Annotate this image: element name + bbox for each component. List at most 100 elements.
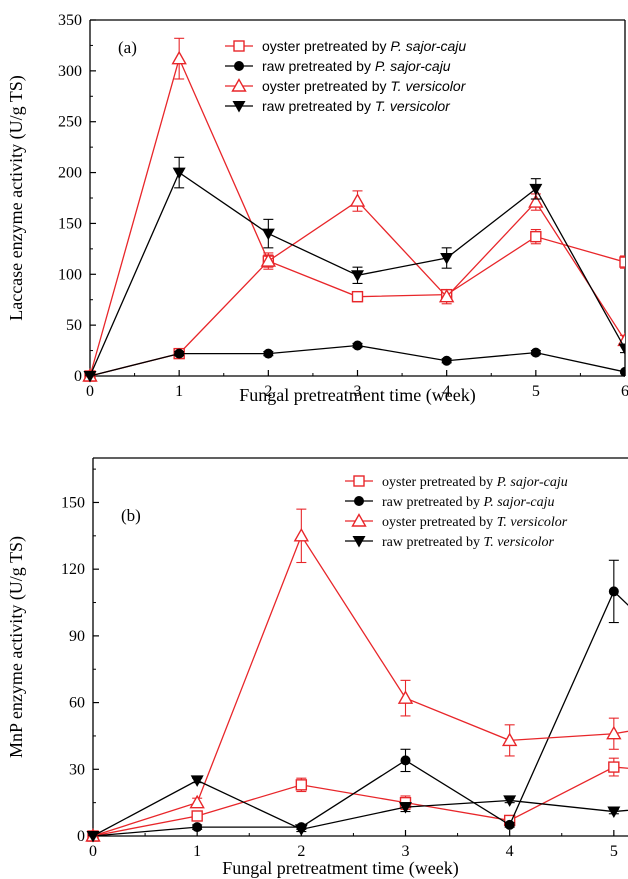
panel-label: (a)	[118, 38, 137, 57]
legend-entry-prefix: oyster pretreated by	[262, 38, 390, 54]
legend-entry-prefix: raw pretreated by	[262, 98, 375, 114]
data-point	[438, 288, 455, 303]
series-0	[87, 757, 628, 842]
data-point	[529, 183, 543, 196]
data-point	[617, 332, 625, 347]
data-point	[263, 348, 274, 359]
data-point	[293, 527, 310, 542]
data-point	[190, 775, 204, 787]
legend-entry-prefix: oyster pretreated by	[262, 78, 390, 94]
legend-entry: oyster pretreated by T. versicolor	[262, 78, 467, 94]
plot-area	[85, 508, 628, 843]
data-point	[606, 725, 622, 740]
x-tick-label: 0	[86, 383, 94, 400]
y-axis-label: Laccase enzyme activity (U/g TS)	[6, 75, 27, 321]
data-point	[83, 371, 97, 383]
data-point	[607, 806, 621, 819]
legend-entry-prefix: raw pretreated by	[382, 535, 483, 550]
series-line	[92, 534, 628, 837]
x-tick-label: 3	[402, 843, 410, 860]
y-tick-label: 250	[58, 114, 82, 131]
legend-entry-species: P. sajor-caju	[482, 495, 554, 510]
data-point	[503, 795, 517, 807]
legend-entry: raw pretreated by T. versicolor	[262, 98, 451, 114]
series-3	[83, 156, 625, 383]
data-point	[441, 355, 452, 366]
legend-marker	[233, 40, 245, 52]
legend-entry-prefix: oyster pretreated by	[382, 515, 497, 530]
legend-entry-species: P. sajor-caju	[496, 475, 568, 490]
series-1	[85, 340, 625, 381]
legend-entry: raw pretreated by T. versicolor	[382, 535, 555, 550]
y-tick-label: 100	[58, 266, 82, 283]
y-tick-label: 0	[74, 368, 82, 385]
y-tick-label: 300	[58, 63, 82, 80]
legend-entry: raw pretreated by P. sajor-caju	[382, 495, 554, 510]
legend-entry: raw pretreated by P. sajor-caju	[262, 58, 451, 74]
x-tick-label: 1	[175, 383, 183, 400]
data-point	[620, 366, 625, 377]
y-tick-label: 150	[58, 215, 82, 232]
legend-marker	[232, 101, 246, 113]
data-point	[400, 755, 411, 766]
y-tick-label: 0	[77, 828, 85, 845]
data-point	[530, 347, 541, 358]
y-tick-label: 30	[69, 761, 85, 778]
legend-entry: oyster pretreated by P. sajor-caju	[382, 475, 568, 490]
legend-entry-species: P. sajor-caju	[375, 58, 451, 74]
data-point	[440, 253, 454, 265]
x-tick-label: 3	[354, 383, 362, 400]
y-tick-label: 150	[61, 494, 85, 511]
data-point	[530, 230, 542, 243]
data-point	[192, 822, 203, 833]
y-tick-label: 120	[61, 561, 85, 578]
data-point	[399, 802, 412, 814]
legend-entry-prefix: raw pretreated by	[382, 495, 483, 510]
x-tick-label: 0	[89, 843, 97, 860]
data-point	[504, 819, 515, 830]
data-point	[349, 193, 366, 207]
data-point	[528, 194, 544, 208]
series-3	[86, 775, 628, 843]
x-tick-label: 6	[621, 383, 628, 400]
series-1	[88, 559, 628, 841]
y-tick-label: 90	[69, 628, 85, 645]
legend-marker	[353, 475, 365, 487]
data-point	[397, 690, 414, 704]
panel-label: (b)	[121, 506, 141, 525]
legend-entry-prefix: oyster pretreated by	[382, 475, 497, 490]
data-point	[294, 824, 308, 836]
x-tick-label: 1	[193, 843, 201, 860]
legend-marker	[234, 61, 244, 71]
y-tick-label: 200	[58, 165, 82, 182]
panel-a: 0 1 2 3 4 5 6 0 50 100 150 200 250 300 350 Fungal pretr…	[6, 12, 628, 406]
x-tick-label: 2	[297, 843, 305, 860]
y-tick-label: 350	[58, 12, 82, 29]
data-point	[260, 253, 277, 267]
legend-entry-species: T. versicolor	[483, 535, 554, 550]
panel-b: 0 1 2 3 4 5 0 30 60 90 120 150 Fungal pretreatment t…	[6, 457, 628, 879]
data-point	[86, 831, 100, 843]
x-tick-label: 4	[443, 383, 451, 400]
legend-marker	[354, 496, 364, 506]
legend-marker	[231, 78, 247, 92]
legend-entry-species: T. versicolor	[497, 515, 568, 530]
x-tick-label: 5	[610, 843, 618, 860]
legend-entry-prefix: raw pretreated by	[262, 58, 375, 74]
legend-marker	[351, 513, 367, 527]
y-tick-label: 50	[66, 317, 82, 334]
series-2	[85, 508, 628, 842]
legend-entry-species: P. sajor-caju	[390, 38, 466, 54]
x-tick-label: 5	[532, 383, 540, 400]
data-point	[171, 50, 187, 65]
data-point	[352, 340, 363, 351]
data-point	[608, 586, 619, 597]
series-0	[84, 228, 625, 382]
x-tick-label: 4	[506, 843, 514, 860]
data-point	[351, 290, 364, 303]
legend-marker	[352, 536, 366, 548]
y-axis-label: MnP enzyme activity (U/g TS)	[6, 536, 27, 758]
data-point	[501, 732, 518, 747]
data-point	[608, 761, 620, 773]
